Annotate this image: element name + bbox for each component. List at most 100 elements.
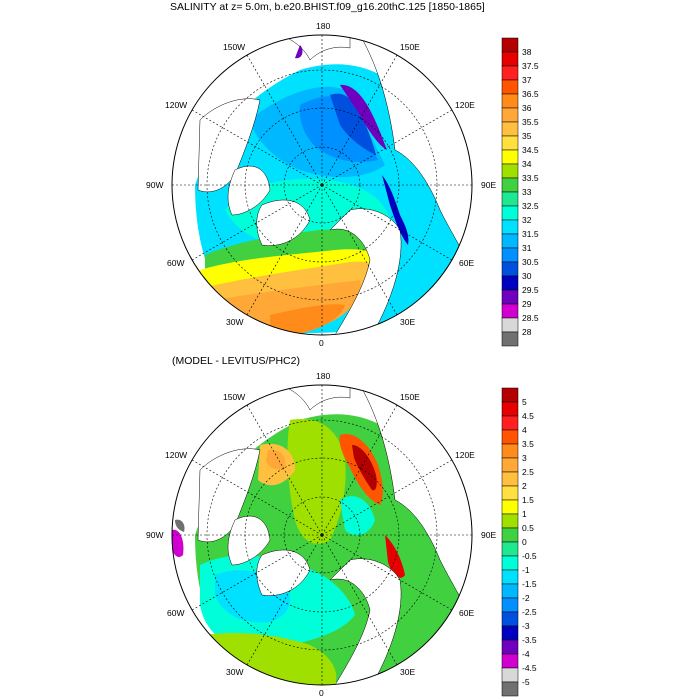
salinity-difference-map-panel: 180 150E 120E 90E 60E 30E 0 30W 60W 90W …: [146, 371, 537, 698]
salinity-colorbar-swatch: [501, 163, 519, 179]
lon-label-90e: 90E: [481, 530, 496, 540]
lon-label-120e: 120E: [455, 100, 475, 110]
salinity-colorbar-label: 34: [522, 159, 532, 169]
salinity-colorbar: 38 37.5 37 36.5 36 35.5 35 34.5 34 33.5 33 32.5 32 31…: [501, 37, 539, 347]
salinity-colorbar-label: 29: [522, 299, 532, 309]
lon-label-60e: 60E: [459, 608, 474, 618]
difference-colorbar-label: 2: [522, 481, 527, 491]
salinity-colorbar-label: 30.5: [522, 257, 539, 267]
difference-colorbar-label: 0.5: [522, 523, 534, 533]
lon-label-150e: 150E: [400, 42, 420, 52]
salinity-colorbar-label: 35: [522, 131, 532, 141]
salinity-colorbar-swatch: [501, 219, 519, 235]
lon-label-120e: 120E: [455, 450, 475, 460]
salinity-colorbar-label: 34.5: [522, 145, 539, 155]
salinity-colorbar-swatch: [501, 65, 519, 81]
lon-label-30w: 30W: [226, 317, 243, 327]
salinity-colorbar-swatch: [501, 149, 519, 165]
salinity-colorbar-label: 28: [522, 327, 532, 337]
difference-colorbar-swatch: [501, 415, 519, 431]
difference-colorbar-swatch: [501, 569, 519, 585]
salinity-colorbar-swatch: [501, 135, 519, 151]
difference-colorbar-label: 4: [522, 425, 527, 435]
salinity-colorbar-swatch: [501, 177, 519, 193]
difference-colorbar-label: -5: [522, 677, 530, 687]
difference-colorbar-swatch: [501, 541, 519, 557]
lon-label-60w: 60W: [167, 258, 184, 268]
difference-colorbar-label: -2: [522, 593, 530, 603]
difference-colorbar-swatch: [501, 625, 519, 641]
difference-colorbar-swatch: [501, 513, 519, 529]
difference-colorbar-label: 4.5: [522, 411, 534, 421]
salinity-colorbar-label: 36: [522, 103, 532, 113]
difference-colorbar: 5 4.5 4 3.5 3 2.5 2 1.5 1 0.5 0 -0.5 -1 -1.5 -2 -2.5 -3 -…: [501, 387, 537, 697]
difference-colorbar-label: 3.5: [522, 439, 534, 449]
difference-colorbar-label: -4.5: [522, 663, 537, 673]
difference-colorbar-label: 0: [522, 537, 527, 547]
difference-colorbar-swatch: [501, 667, 519, 683]
salinity-colorbar-label: 33.5: [522, 173, 539, 183]
difference-colorbar-swatch: [501, 639, 519, 655]
lon-label-30e: 30E: [400, 667, 415, 677]
salinity-colorbar-swatch: [501, 233, 519, 249]
difference-colorbar-swatch: [501, 499, 519, 515]
difference-colorbar-swatch: [501, 527, 519, 543]
salinity-colorbar-label: 32.5: [522, 201, 539, 211]
lon-label-90w: 90W: [146, 530, 163, 540]
salinity-colorbar-swatch: [501, 121, 519, 137]
salinity-colorbar-label: 28.5: [522, 313, 539, 323]
difference-colorbar-label: 1.5: [522, 495, 534, 505]
difference-colorbar-label: -1: [522, 565, 530, 575]
difference-colorbar-swatch: [501, 457, 519, 473]
lon-label-180: 180: [316, 21, 330, 31]
lon-label-60w: 60W: [167, 608, 184, 618]
salinity-colorbar-swatch: [501, 205, 519, 221]
difference-colorbar-swatch: [501, 611, 519, 627]
salinity-colorbar-swatch: [501, 191, 519, 207]
lon-label-30e: 30E: [400, 317, 415, 327]
salinity-colorbar-label: 32: [522, 215, 532, 225]
salinity-colorbar-swatch: [501, 79, 519, 95]
difference-colorbar-label: -3.5: [522, 635, 537, 645]
difference-colorbar-label: 2.5: [522, 467, 534, 477]
lon-label-120w: 120W: [165, 100, 187, 110]
salinity-colorbar-label: 35.5: [522, 117, 539, 127]
lon-label-60e: 60E: [459, 258, 474, 268]
salinity-colorbar-label: 30: [522, 271, 532, 281]
salinity-colorbar-label: 33: [522, 187, 532, 197]
salinity-colorbar-label: 37.5: [522, 61, 539, 71]
difference-colorbar-swatch: [501, 471, 519, 487]
graticule: [172, 385, 472, 685]
salinity-colorbar-swatch: [501, 331, 519, 347]
top-panel-title: SALINITY at z= 5.0m, b.e20.BHIST.f09_g16…: [170, 1, 485, 13]
lon-label-150e: 150E: [400, 392, 420, 402]
difference-colorbar-label: 1: [522, 509, 527, 519]
salinity-colorbar-swatch: [501, 247, 519, 263]
lon-label-150w: 150W: [223, 42, 245, 52]
salinity-colorbar-label: 37: [522, 75, 532, 85]
difference-colorbar-swatch: [501, 443, 519, 459]
difference-colorbar-label: -0.5: [522, 551, 537, 561]
lon-label-150w: 150W: [223, 392, 245, 402]
salinity-colorbar-label: 31: [522, 243, 532, 253]
bottom-panel-title: (MODEL - LEVITUS/PHC2): [172, 355, 300, 367]
salinity-colorbar-swatch: [501, 37, 519, 53]
difference-colorbar-label: -3: [522, 621, 530, 631]
salinity-colorbar-label: 36.5: [522, 89, 539, 99]
difference-colorbar-swatch: [501, 485, 519, 501]
lon-label-90w: 90W: [146, 180, 163, 190]
salinity-colorbar-swatch: [501, 107, 519, 123]
salinity-colorbar-swatch: [501, 275, 519, 291]
difference-colorbar-swatch: [501, 387, 519, 403]
lon-label-180: 180: [316, 371, 330, 381]
salinity-colorbar-swatch: [501, 261, 519, 277]
difference-colorbar-swatch: [501, 597, 519, 613]
difference-colorbar-label: -4: [522, 649, 530, 659]
salinity-colorbar-label: 29.5: [522, 285, 539, 295]
salinity-colorbar-label: 31.5: [522, 229, 539, 239]
difference-colorbar-label: 3: [522, 453, 527, 463]
difference-colorbar-swatch: [501, 429, 519, 445]
lon-label-0: 0: [319, 338, 324, 348]
lon-label-0: 0: [319, 688, 324, 698]
difference-colorbar-label: -1.5: [522, 579, 537, 589]
